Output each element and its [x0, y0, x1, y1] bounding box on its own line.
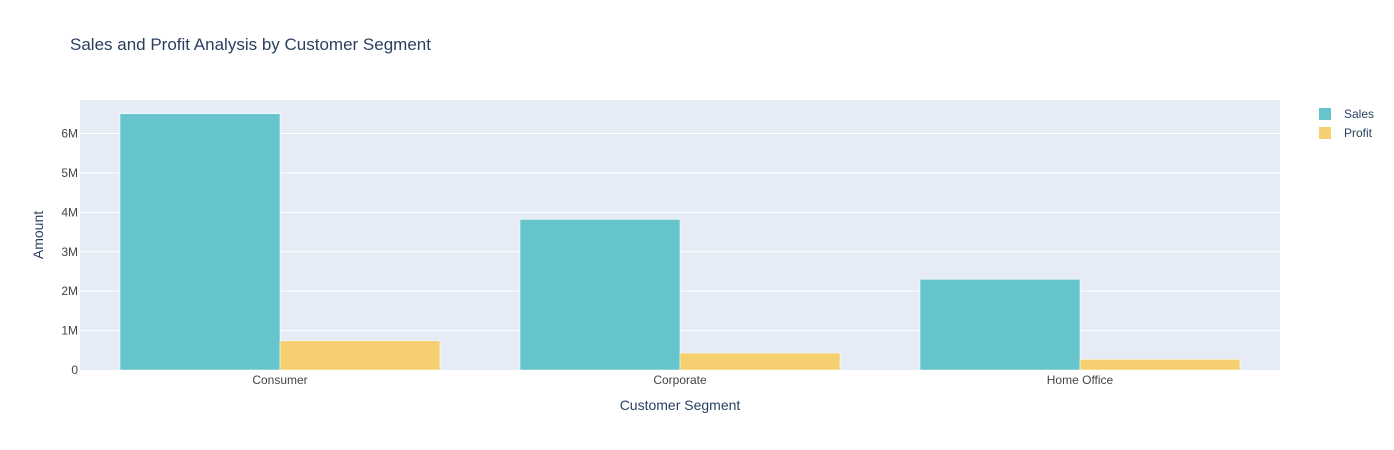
x-tick-label: Home Office [1047, 373, 1114, 387]
legend-item-profit[interactable]: Profit [1319, 126, 1373, 140]
bars [119, 113, 1241, 371]
bar-profit-corporate[interactable] [679, 352, 841, 371]
legend-swatch [1319, 127, 1331, 139]
x-tick-label: Corporate [653, 373, 707, 387]
bar-sales-home-office[interactable] [919, 279, 1081, 371]
y-axis-ticks: 0 1M 2M 3M 4M 5M 6M [61, 127, 78, 377]
legend-item-sales[interactable]: Sales [1319, 107, 1374, 121]
legend[interactable]: Sales Profit [1319, 107, 1374, 140]
bar-sales-corporate[interactable] [519, 219, 681, 371]
legend-label: Sales [1344, 107, 1374, 121]
bar-profit-home-office[interactable] [1079, 359, 1241, 371]
y-axis-title: Amount [30, 211, 46, 259]
legend-swatch [1319, 108, 1331, 120]
x-axis-title: Customer Segment [620, 397, 741, 413]
chart-title: Sales and Profit Analysis by Customer Se… [70, 35, 431, 54]
y-tick-label: 1M [61, 324, 78, 338]
x-axis-ticks: Consumer Corporate Home Office [252, 373, 1113, 387]
y-tick-label: 4M [61, 205, 78, 219]
y-tick-label: 6M [61, 127, 78, 141]
y-tick-label: 5M [61, 166, 78, 180]
bar-sales-consumer[interactable] [119, 113, 281, 371]
y-tick-label: 3M [61, 245, 78, 259]
bar-profit-consumer[interactable] [279, 340, 441, 371]
x-tick-label: Consumer [252, 373, 307, 387]
y-tick-label: 0 [71, 363, 78, 377]
y-tick-label: 2M [61, 284, 78, 298]
legend-label: Profit [1344, 126, 1373, 140]
